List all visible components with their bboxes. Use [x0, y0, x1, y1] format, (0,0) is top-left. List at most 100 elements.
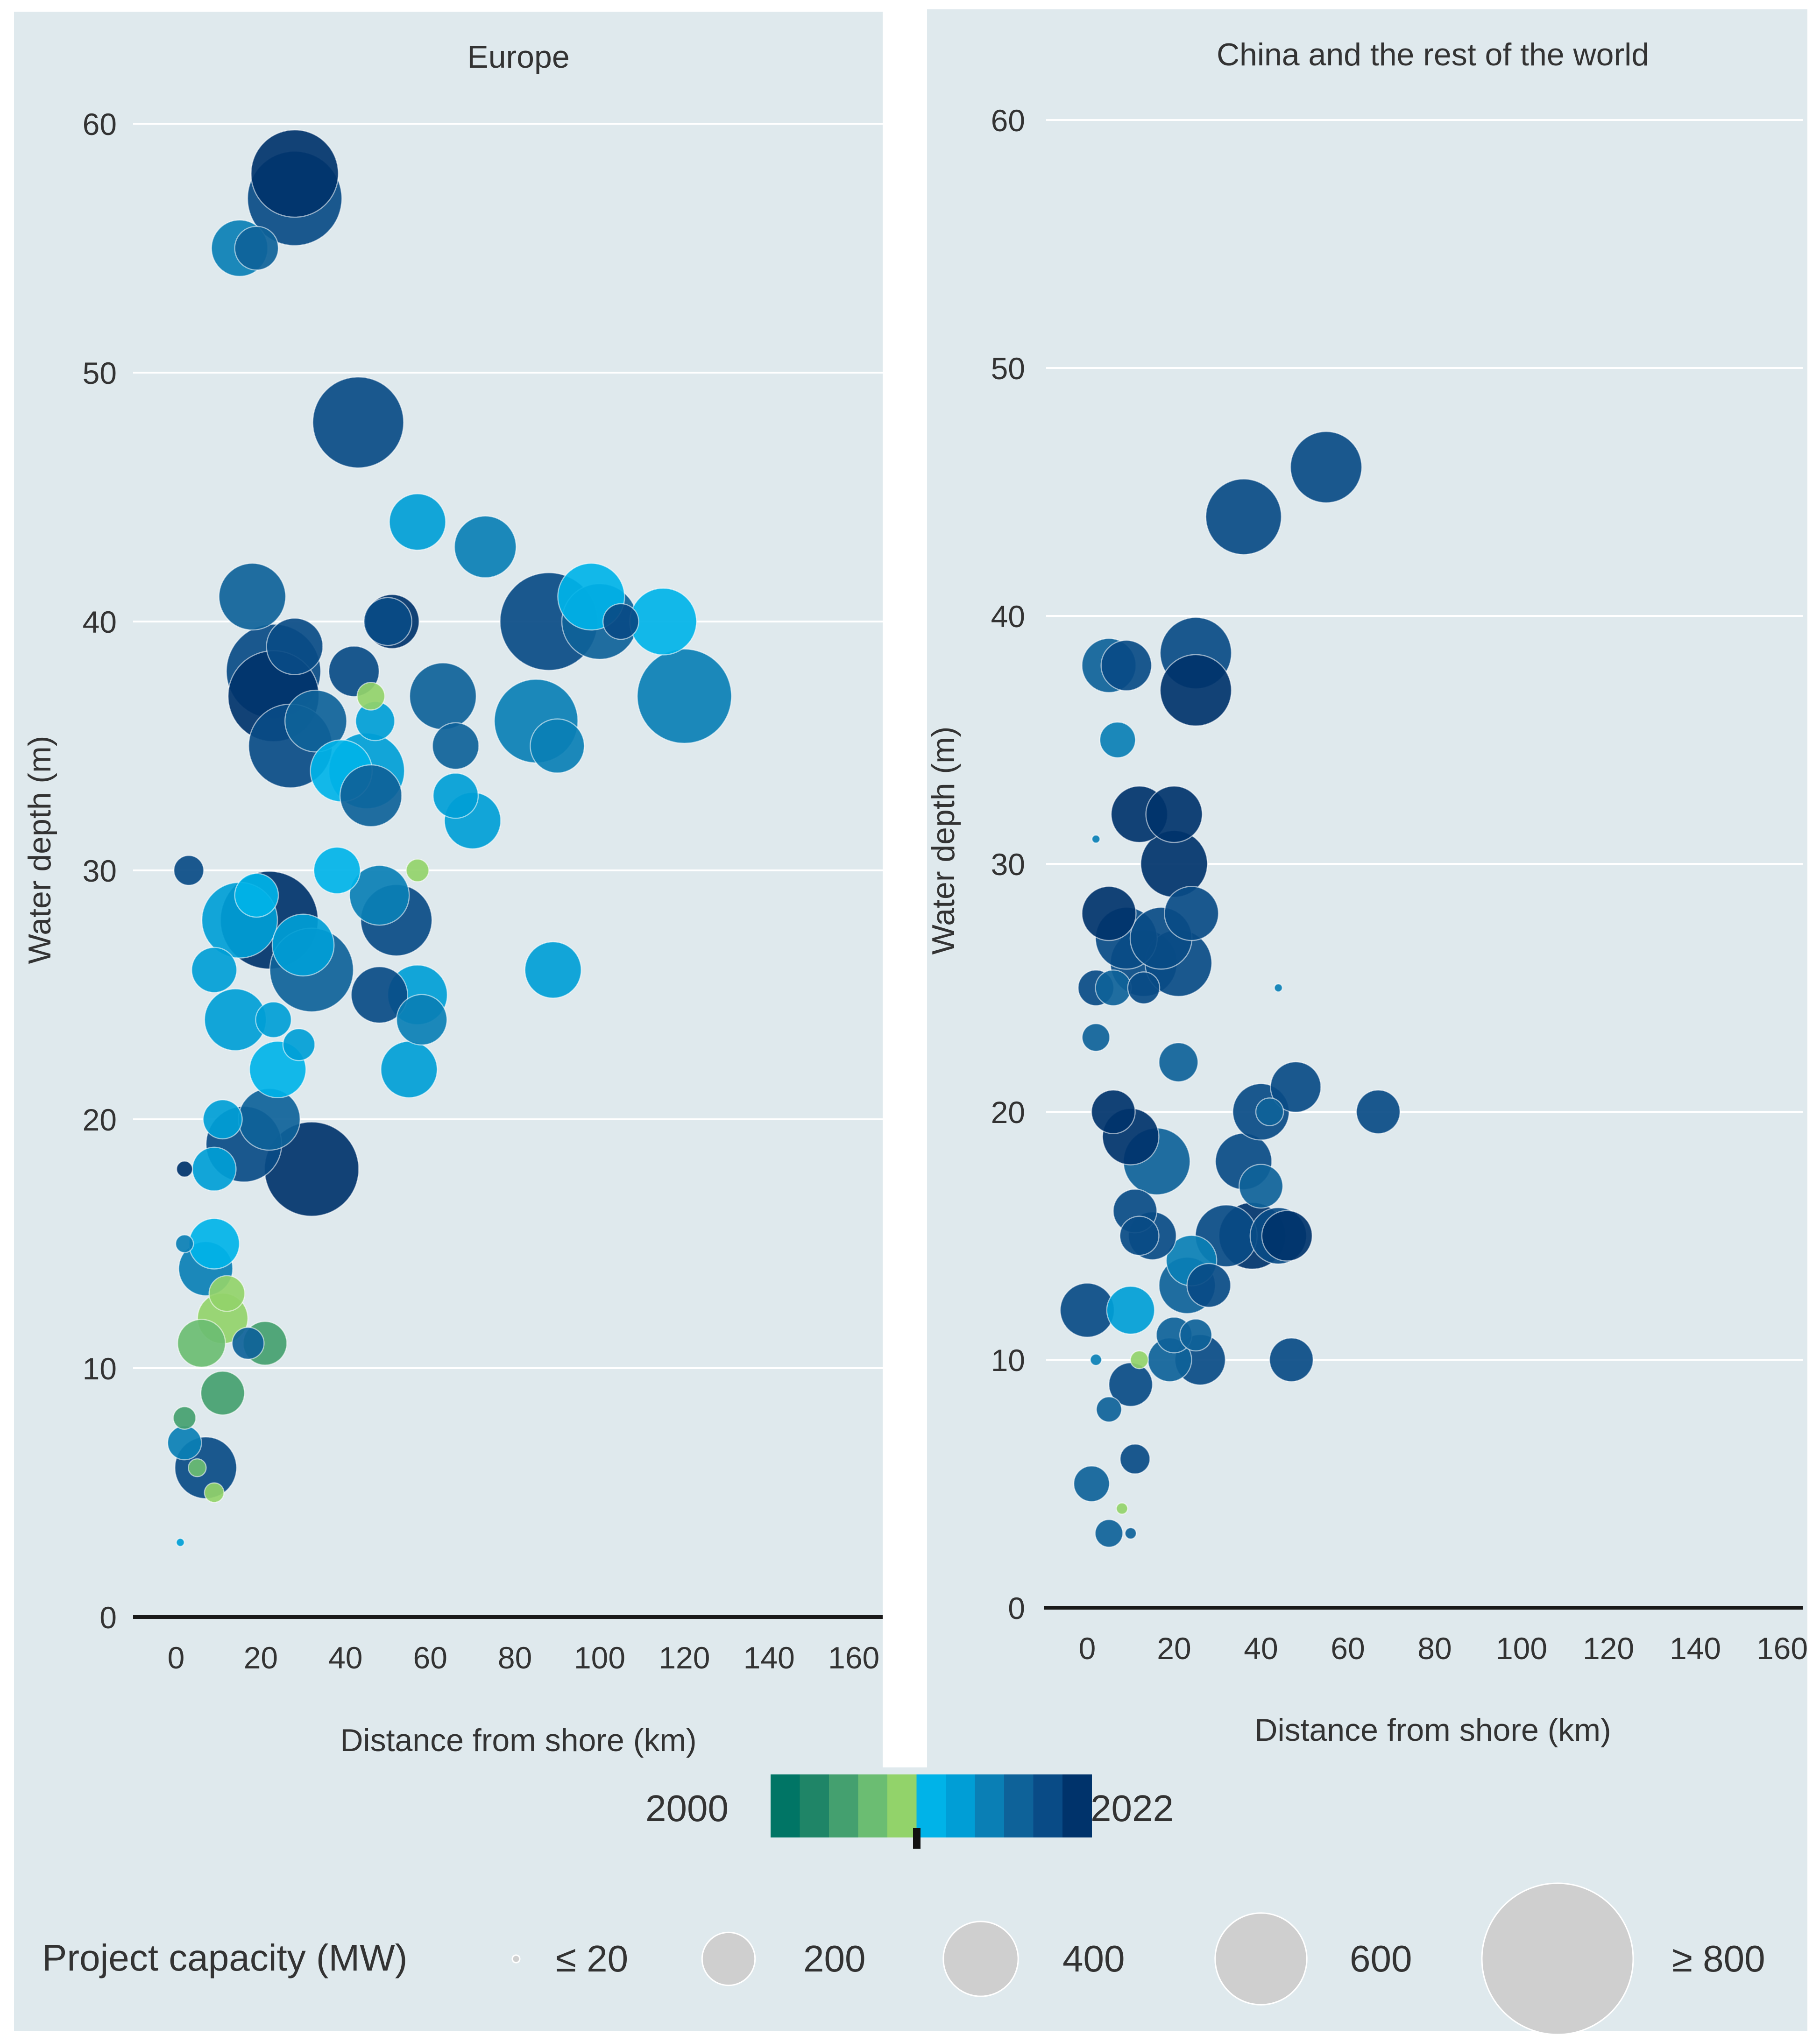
project-bubble — [313, 846, 361, 895]
project-bubble — [629, 587, 697, 656]
legend: 2000 2022 Project capacity (MW) ≤ 20 200 4… — [14, 1767, 1807, 2035]
project-bubble — [453, 515, 517, 579]
project-bubble — [602, 603, 639, 640]
project-bubble — [405, 858, 430, 883]
y-tick-label: 0 — [99, 1600, 117, 1635]
color-scale-swatch — [800, 1774, 829, 1837]
size-legend: ≤ 20 200 400 600 ≥ 800 — [511, 1882, 1765, 2035]
project-bubble — [231, 1327, 265, 1360]
size-legend-bubble — [701, 1931, 756, 1986]
project-bubble — [1124, 1527, 1137, 1540]
project-bubble — [1119, 1215, 1160, 1256]
x-tick-label: 40 — [328, 1640, 362, 1675]
x-tick-label: 60 — [413, 1640, 447, 1675]
project-bubble — [266, 617, 324, 675]
y-tick-label: 50 — [83, 356, 117, 390]
project-bubble — [255, 1001, 292, 1039]
x-tick-label: 140 — [744, 1640, 795, 1675]
project-bubble — [1261, 1210, 1313, 1262]
project-bubble — [172, 1406, 197, 1430]
bubble-layer — [167, 129, 732, 1547]
color-scale-swatch — [1062, 1774, 1092, 1837]
y-tick-label: 0 — [1008, 1591, 1025, 1625]
project-bubble — [208, 1275, 246, 1312]
project-bubble — [432, 722, 480, 770]
project-bubble — [238, 1088, 301, 1151]
project-bubble — [1099, 721, 1136, 758]
project-bubble — [350, 966, 408, 1024]
x-tick-label: 60 — [1331, 1631, 1365, 1666]
project-bubble — [202, 1099, 243, 1140]
project-bubble — [191, 1146, 237, 1192]
x-tick-label: 40 — [1244, 1631, 1278, 1666]
project-bubble — [396, 994, 448, 1046]
panel-china-row: 0 10 20 30 40 50 60 0 20 40 60 80 100 120 140 160 Chin… — [926, 9, 1808, 1767]
project-bubble — [1356, 1089, 1401, 1135]
x-tick-label: 20 — [244, 1640, 278, 1675]
project-bubble — [356, 682, 386, 711]
x-tick-label: 100 — [1496, 1631, 1547, 1666]
project-bubble — [1159, 654, 1232, 727]
size-legend-label: ≥ 800 — [1672, 1938, 1765, 1979]
project-bubble — [409, 662, 477, 730]
panel-europe: 0 10 20 30 40 50 60 0 20 40 60 80 100 120 140 160 Euro… — [14, 12, 883, 1767]
size-legend-title: Project capacity (MW) — [42, 1937, 407, 1978]
x-tick-labels: 0 20 40 60 80 100 120 140 160 — [168, 1640, 880, 1675]
color-scale-start-label: 2000 — [645, 1788, 729, 1829]
color-scale-swatch — [829, 1774, 858, 1837]
project-bubble — [312, 376, 404, 469]
x-tick-label: 100 — [574, 1640, 625, 1675]
project-bubble — [218, 563, 286, 631]
x-tick-labels: 0 20 40 60 80 100 120 140 160 — [1079, 1631, 1808, 1666]
size-legend-bubble — [1481, 1882, 1634, 2035]
project-bubble — [173, 855, 205, 886]
project-bubble — [1090, 1353, 1102, 1366]
project-bubble — [1205, 478, 1282, 555]
y-tick-label: 20 — [83, 1102, 117, 1137]
project-bubble — [1145, 785, 1203, 843]
project-bubble — [339, 764, 403, 827]
project-bubble — [1100, 639, 1152, 692]
project-bubble — [1269, 1337, 1314, 1383]
project-bubble — [204, 1482, 225, 1503]
color-scale-swatch — [946, 1774, 975, 1837]
y-tick-label: 60 — [83, 107, 117, 141]
project-bubble — [177, 1319, 226, 1368]
x-tick-label: 160 — [828, 1640, 879, 1675]
project-bubble — [349, 865, 410, 926]
project-bubble — [1091, 1089, 1136, 1135]
y-tick-label: 10 — [991, 1343, 1025, 1378]
project-bubble — [200, 1371, 245, 1416]
size-legend-label: 200 — [803, 1938, 865, 1979]
color-scale-swatch — [975, 1774, 1005, 1837]
y-axis-label: Water depth (m) — [22, 736, 57, 964]
x-tick-label: 160 — [1756, 1631, 1808, 1666]
color-scale-swatch — [887, 1774, 917, 1837]
project-bubble — [188, 1458, 207, 1477]
size-legend-label: 600 — [1350, 1938, 1412, 1979]
panel-background — [927, 9, 1807, 1767]
color-scale-end-label: 2022 — [1091, 1788, 1174, 1829]
size-legend-label: ≤ 20 — [556, 1938, 628, 1979]
project-bubble — [1186, 1263, 1232, 1308]
y-tick-labels: 0 10 20 30 40 50 60 — [991, 103, 1025, 1625]
size-legend-bubble — [511, 1954, 521, 1964]
panel-title: China and the rest of the world — [1217, 37, 1649, 72]
x-tick-label: 120 — [659, 1640, 710, 1675]
color-scale-marker — [913, 1828, 921, 1849]
project-bubble — [1270, 1061, 1322, 1113]
project-bubble — [282, 1028, 316, 1061]
project-bubble — [1116, 1502, 1128, 1515]
y-tick-label: 20 — [991, 1095, 1025, 1130]
project-bubble — [1127, 971, 1161, 1004]
project-bubble — [1119, 1443, 1151, 1475]
project-bubble — [524, 941, 582, 999]
project-bubble — [1081, 886, 1137, 941]
x-axis-label: Distance from shore (km) — [1254, 1712, 1611, 1748]
project-bubble — [175, 1234, 194, 1253]
project-bubble — [1091, 834, 1101, 844]
project-bubble — [250, 129, 339, 218]
panel-title: Europe — [467, 39, 569, 75]
x-tick-label: 0 — [168, 1640, 185, 1675]
project-bubble — [1106, 1286, 1155, 1335]
